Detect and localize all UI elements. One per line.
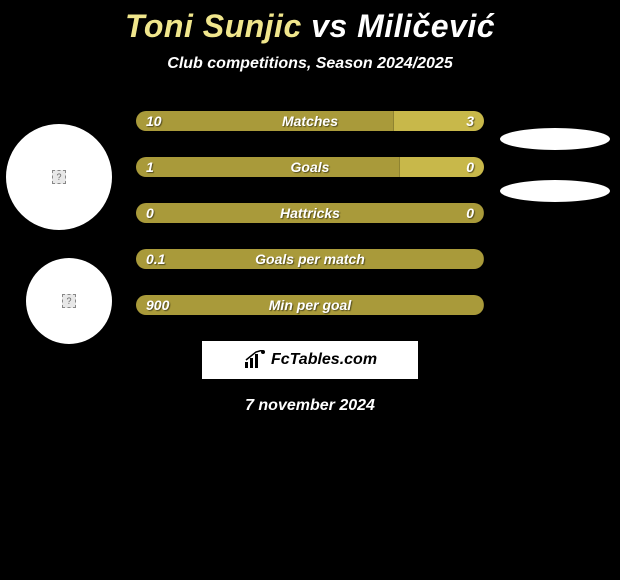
stat-row: 1 Goals 0 xyxy=(136,157,484,177)
stat-bar-left xyxy=(136,157,400,177)
title-player1: Toni Sunjic xyxy=(125,8,302,44)
comparison-title: Toni Sunjic vs Miličević xyxy=(0,0,620,45)
title-player2: Miličević xyxy=(357,8,495,44)
stat-row: 0 Hattricks 0 xyxy=(136,203,484,223)
stat-label: Goals xyxy=(291,159,330,175)
stat-label: Matches xyxy=(282,113,338,129)
broken-image-icon: ? xyxy=(52,170,66,184)
subtitle: Club competitions, Season 2024/2025 xyxy=(0,55,620,73)
stat-left-value: 0.1 xyxy=(146,251,165,267)
date-label: 7 november 2024 xyxy=(0,397,620,415)
stat-row: 10 Matches 3 xyxy=(136,111,484,131)
stat-bar-left xyxy=(136,111,394,131)
stat-right-value: 3 xyxy=(466,113,474,129)
stat-label: Hattricks xyxy=(280,205,340,221)
stat-left-value: 900 xyxy=(146,297,169,313)
stat-right-value: 0 xyxy=(466,205,474,221)
stat-label: Min per goal xyxy=(269,297,351,313)
player1-club-avatar: ? xyxy=(26,258,112,344)
fctables-logo: FcTables.com xyxy=(202,341,418,379)
player2-avatar xyxy=(500,128,610,150)
logo-text: FcTables.com xyxy=(271,351,377,369)
stat-left-value: 10 xyxy=(146,113,162,129)
stat-left-value: 1 xyxy=(146,159,154,175)
stat-row: 900 Min per goal xyxy=(136,295,484,315)
chart-icon xyxy=(243,350,267,370)
stat-left-value: 0 xyxy=(146,205,154,221)
stat-row: 0.1 Goals per match xyxy=(136,249,484,269)
player1-avatar: ? xyxy=(6,124,112,230)
player2-club-avatar xyxy=(500,180,610,202)
stat-label: Goals per match xyxy=(255,251,365,267)
title-vs: vs xyxy=(311,8,348,44)
stat-right-value: 0 xyxy=(466,159,474,175)
broken-image-icon: ? xyxy=(62,294,76,308)
